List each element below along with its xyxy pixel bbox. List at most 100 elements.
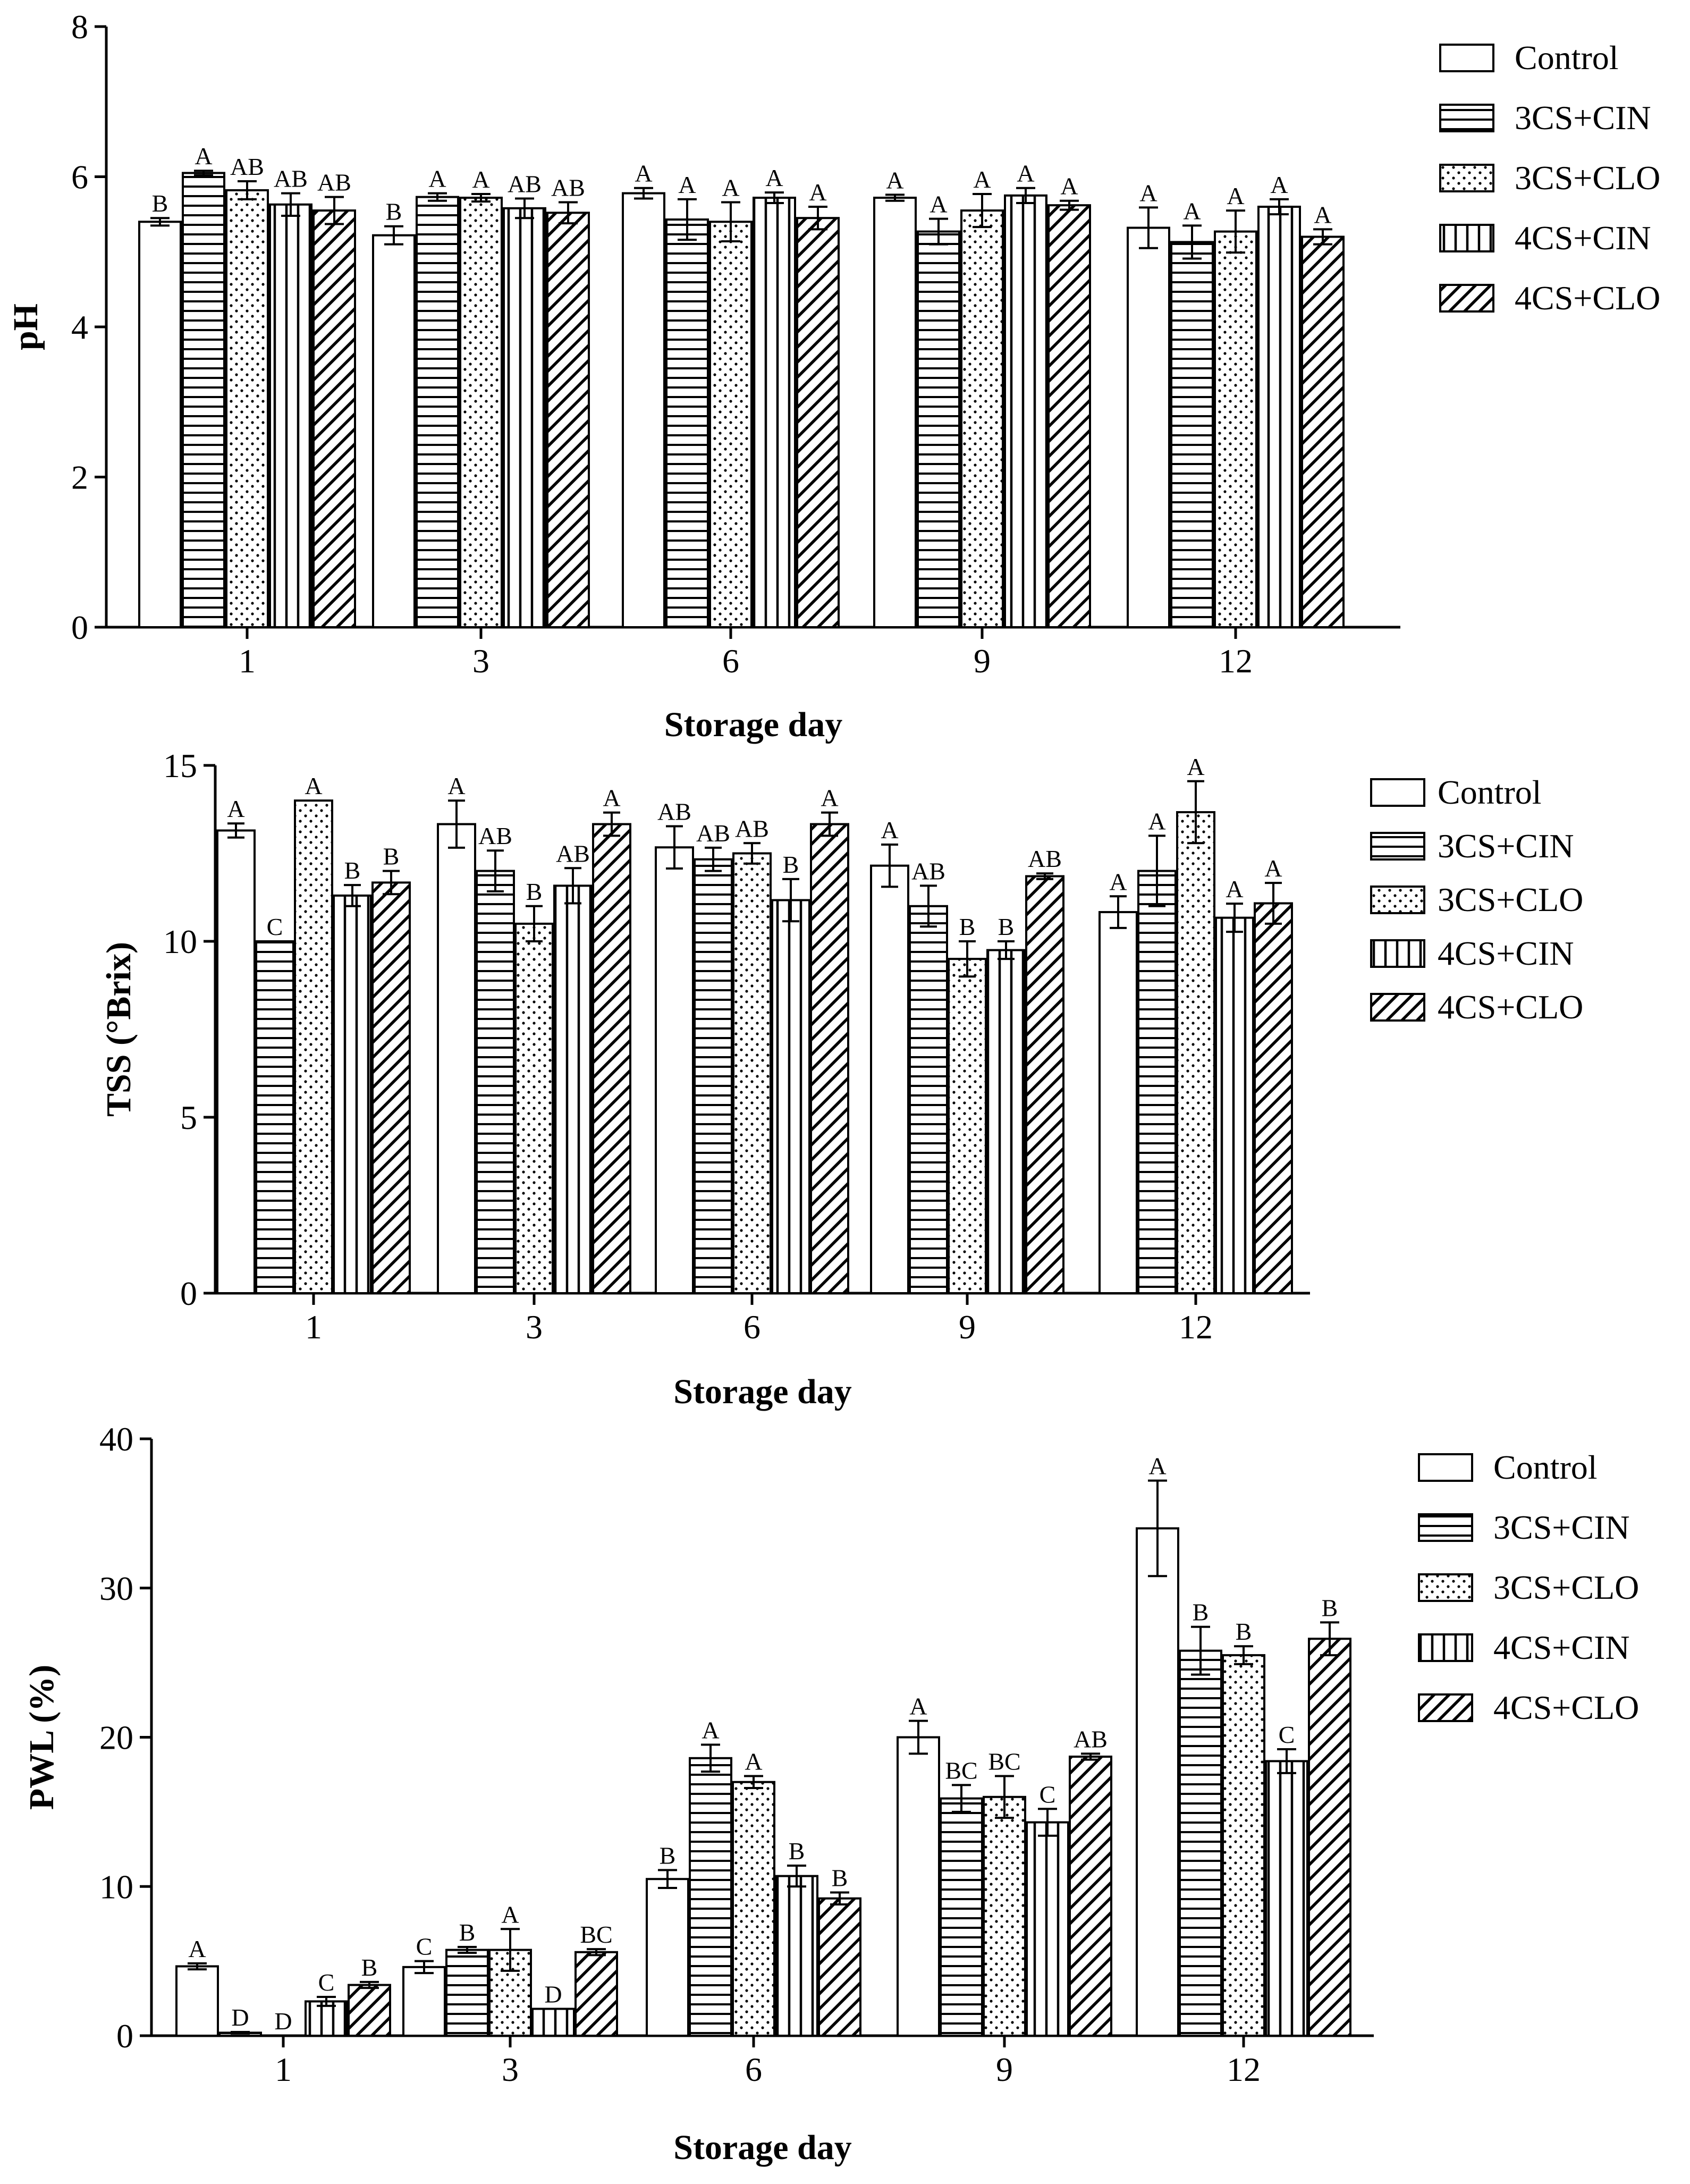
bar-4cs-clo-day-6: [818, 1897, 861, 2037]
legend-label-control: Control: [1493, 1448, 1598, 1486]
x-tick-label: 9: [974, 642, 991, 680]
bar-3cs-cin-day-12: [1137, 870, 1177, 1294]
bar-4cs-cin-day-6: [753, 197, 796, 628]
legend-label-3cs-clo: 3CS+CLO: [1438, 881, 1583, 918]
significance-letter: BC: [945, 1757, 977, 1784]
x-tick-label: 12: [1219, 642, 1253, 680]
significance-letter: A: [447, 772, 465, 799]
x-tick-label: 6: [722, 642, 739, 680]
significance-letter: B: [526, 878, 543, 905]
significance-letter: D: [231, 2004, 249, 2031]
bar-3cs-cin-day-6: [694, 858, 733, 1294]
significance-letter: B: [383, 843, 400, 870]
bar-3cs-clo-day-6: [732, 1781, 775, 2037]
significance-letter: B: [361, 1954, 378, 1981]
bar-3cs-clo-day-9: [948, 958, 987, 1294]
significance-letter: D: [274, 2008, 292, 2035]
bar-4cs-clo-day-1: [312, 209, 356, 628]
x-tick-label: 3: [526, 1308, 543, 1346]
bar-4cs-clo-day-1: [371, 881, 411, 1295]
bar-3cs-cin-day-6: [689, 1757, 732, 2037]
x-tick-label: 12: [1179, 1308, 1213, 1346]
significance-letter: A: [1264, 855, 1282, 882]
significance-letter: AB: [1028, 845, 1062, 872]
significance-letter: A: [722, 174, 739, 201]
significance-letter: B: [1236, 1618, 1252, 1645]
significance-letter: C: [318, 1969, 335, 1996]
y-axis-title: PWL (%): [22, 1665, 61, 1810]
bar-4cs-cin-day-12: [1265, 1760, 1308, 2037]
significance-letter: A: [603, 785, 620, 812]
significance-letter: BC: [580, 1921, 612, 1948]
significance-letter: A: [188, 1935, 206, 1962]
bar-4cs-cin-day-6: [771, 899, 810, 1294]
significance-letter: A: [472, 166, 489, 193]
significance-letter: A: [745, 1748, 762, 1775]
x-axis-title: Storage day: [673, 1372, 851, 1411]
significance-letter: A: [1226, 875, 1243, 903]
significance-letter: AB: [274, 165, 308, 192]
legend-label-3cs-clo: 3CS+CLO: [1493, 1569, 1639, 1606]
bar-3cs-cin-day-3: [445, 1949, 489, 2037]
bar-4cs-clo-day-6: [810, 823, 849, 1294]
legend-label-4cs-clo: 4CS+CLO: [1438, 988, 1583, 1026]
bar-4cs-cin-day-12: [1215, 916, 1254, 1294]
significance-letter: A: [930, 191, 947, 218]
bar-3cs-clo-day-3: [459, 197, 503, 628]
bar-4cs-clo-day-3: [574, 1951, 618, 2037]
legend-swatch-3cs-cin: [1370, 832, 1425, 861]
y-tick-label: 0: [116, 2017, 133, 2055]
bar-4cs-cin-day-9: [1004, 194, 1047, 628]
significance-letter: AB: [317, 169, 351, 196]
bar-control-day-1: [216, 829, 256, 1294]
legend-swatch-4cs-clo: [1418, 1693, 1473, 1722]
bar-3cs-clo-day-12: [1214, 230, 1257, 628]
bar-control-day-3: [437, 823, 476, 1294]
bar-3cs-cin-day-12: [1179, 1649, 1222, 2037]
significance-letter: B: [789, 1837, 805, 1865]
legend-label-4cs-clo: 4CS+CLO: [1493, 1689, 1639, 1726]
y-tick-label: 40: [99, 1420, 133, 1458]
bar-4cs-cin-day-12: [1257, 206, 1301, 628]
significance-letter: AB: [911, 857, 945, 884]
bar-control-day-9: [870, 864, 909, 1295]
significance-letter: A: [195, 142, 212, 170]
y-tick-label: 2: [71, 459, 88, 496]
significance-letter: C: [1279, 1721, 1295, 1748]
significance-letter: A: [1227, 182, 1244, 209]
y-axis-title: pH: [6, 303, 45, 350]
bar-4cs-clo-day-3: [546, 212, 590, 628]
significance-letter: A: [973, 166, 991, 193]
significance-letter: B: [152, 190, 168, 217]
legend-label-3cs-cin: 3CS+CIN: [1493, 1508, 1630, 1546]
x-axis-title: Storage day: [664, 705, 842, 744]
x-tick-label: 1: [275, 2051, 292, 2088]
significance-letter: B: [660, 1842, 676, 1869]
bar-4cs-clo-day-12: [1308, 1638, 1351, 2037]
significance-letter: A: [1183, 197, 1201, 224]
significance-letter: B: [386, 198, 402, 225]
significance-letter: AB: [230, 153, 264, 180]
significance-letter: A: [227, 795, 244, 822]
significance-letter: A: [305, 772, 322, 799]
bar-4cs-cin-day-1: [333, 894, 372, 1294]
bar-4cs-cin-day-3: [503, 207, 546, 628]
x-tick-label: 1: [305, 1308, 322, 1346]
significance-letter: C: [267, 913, 283, 940]
bar-3cs-cin-day-9: [909, 905, 948, 1295]
significance-letter: A: [765, 164, 783, 191]
bar-4cs-clo-day-9: [1025, 875, 1064, 1294]
bar-control-day-6: [622, 192, 665, 628]
x-tick-label: 9: [996, 2051, 1013, 2088]
x-tick-label: 1: [239, 642, 256, 680]
x-tick-label: 6: [743, 1308, 760, 1346]
bar-4cs-cin-day-6: [775, 1875, 818, 2037]
significance-letter: B: [959, 913, 976, 940]
legend-swatch-3cs-cin: [1439, 104, 1494, 132]
bar-4cs-cin-day-1: [269, 203, 312, 628]
legend-swatch-control: [1439, 44, 1494, 72]
legend-swatch-4cs-cin: [1418, 1633, 1473, 1662]
legend-swatch-3cs-cin: [1418, 1513, 1473, 1542]
significance-letter: A: [1060, 173, 1078, 200]
y-tick-label: 30: [99, 1570, 133, 1607]
